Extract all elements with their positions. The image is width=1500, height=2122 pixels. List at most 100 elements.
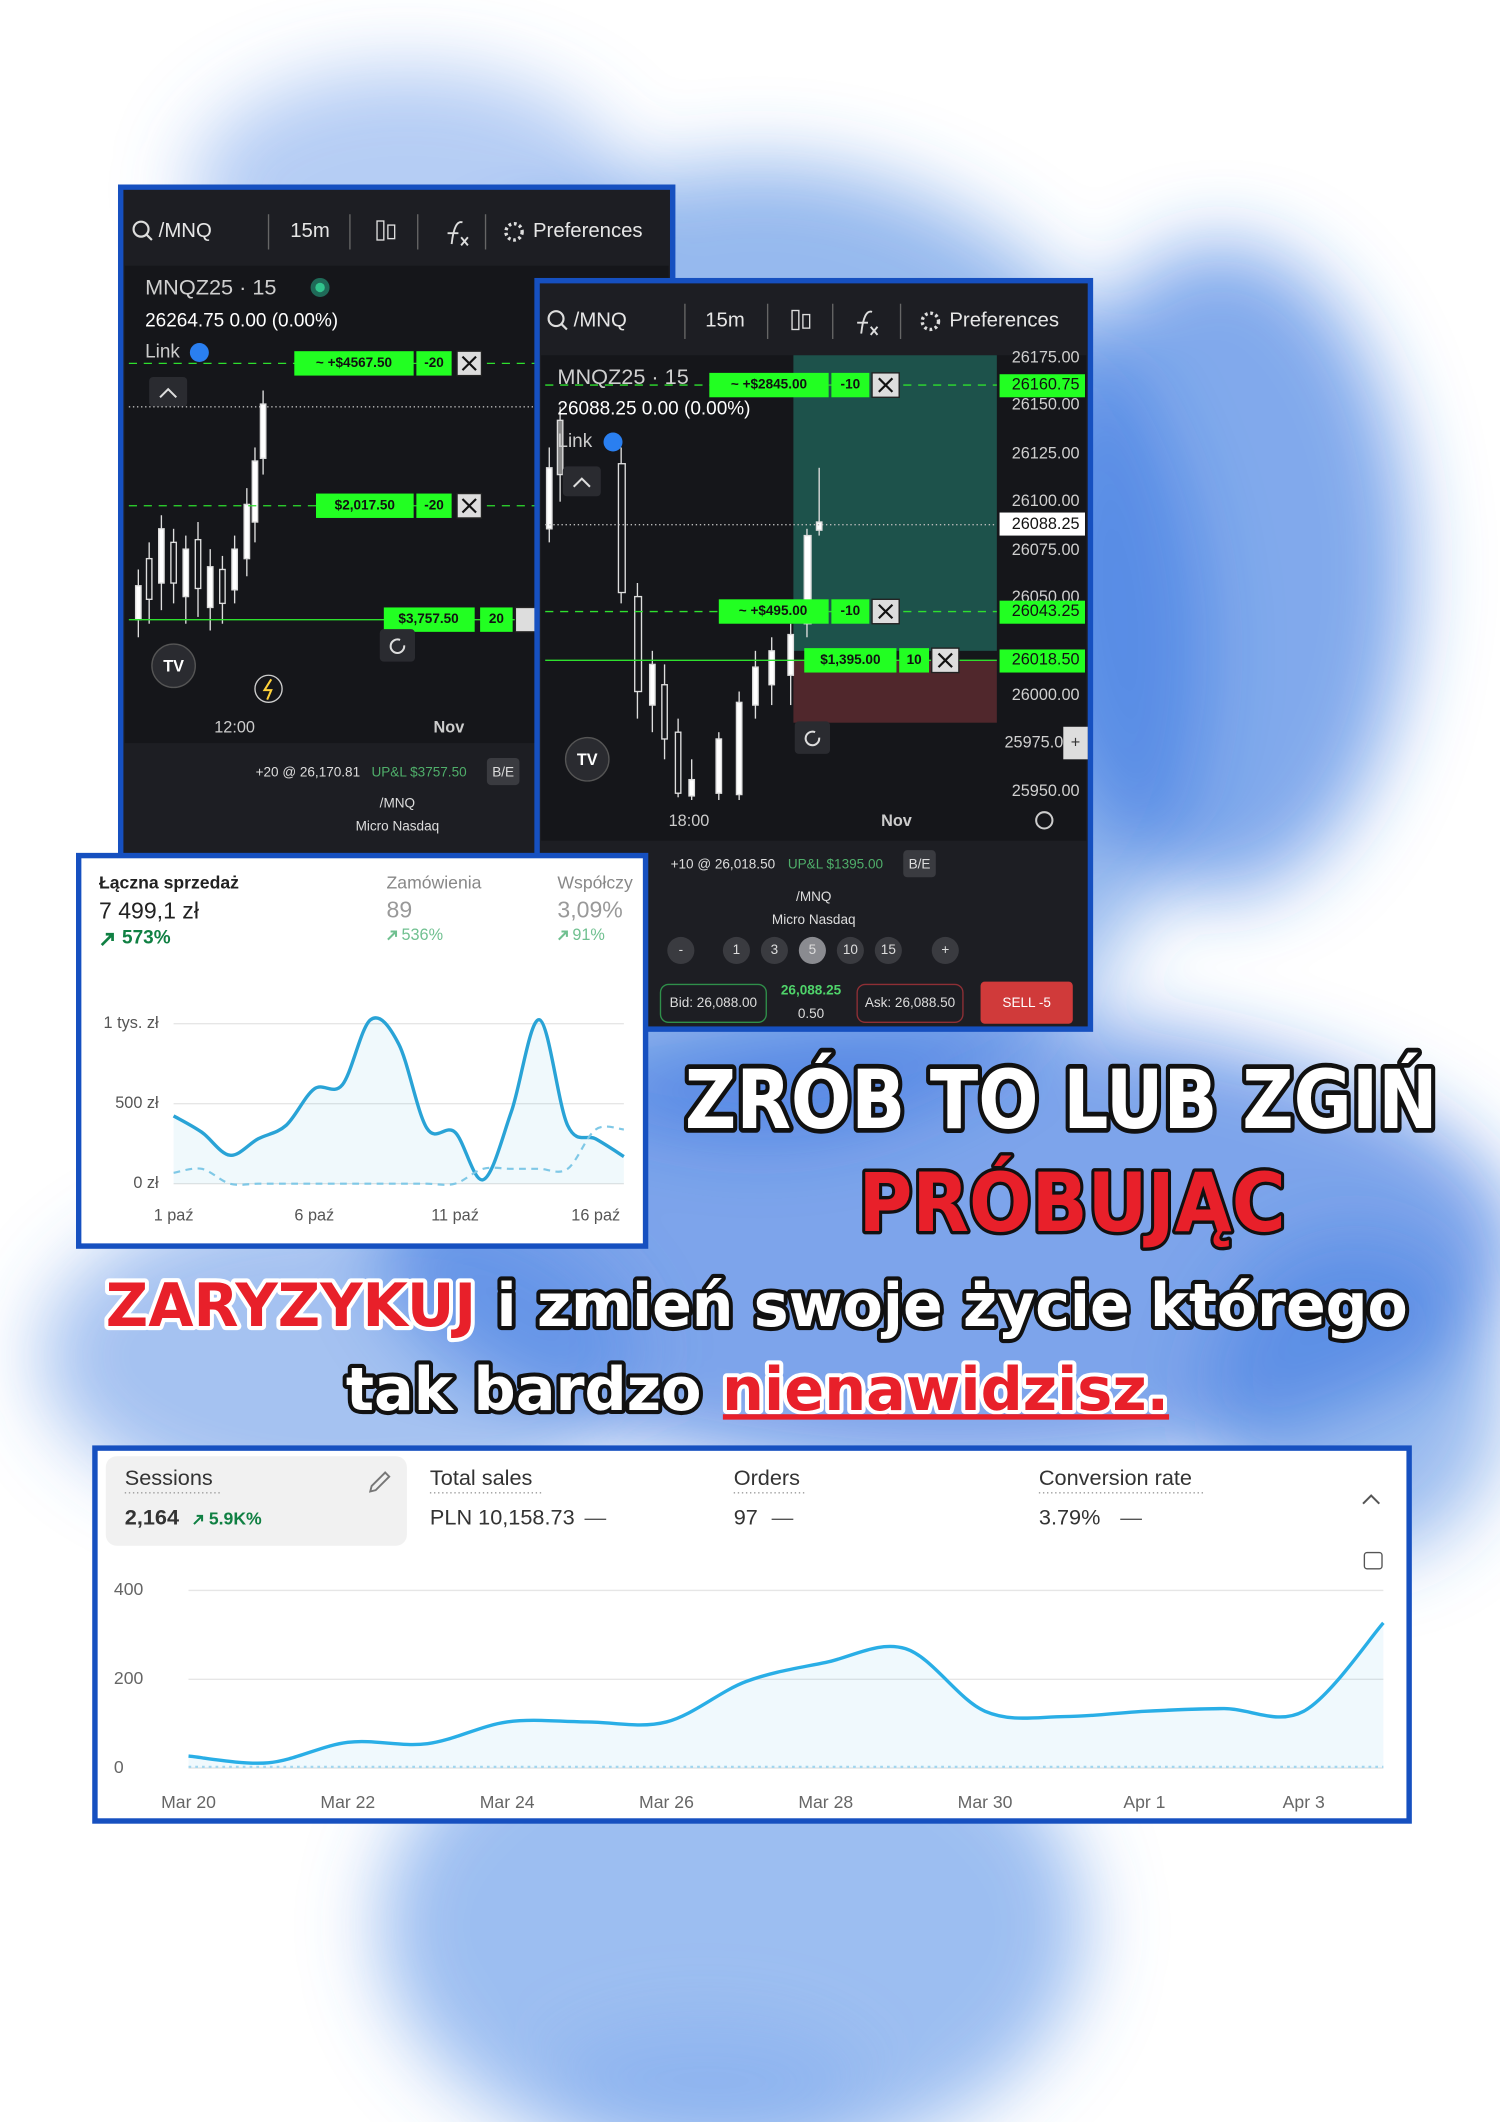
kpi-label: Współczy: [557, 873, 633, 893]
order-qty[interactable]: -10: [841, 377, 861, 392]
price-label: 26000.00: [1012, 686, 1080, 704]
ask[interactable]: Ask: 26,088.50: [865, 995, 955, 1010]
order-pnl[interactable]: ~ +$4567.50: [316, 355, 392, 370]
footer-symbol: /MNQ: [380, 796, 415, 811]
quantity-buttons: - 1 3 5 10 15 +: [667, 936, 959, 965]
series-line: [173, 1125, 624, 1186]
x-tick-label: Mar 20: [161, 1792, 216, 1812]
x-tick-label: Mar 24: [480, 1792, 535, 1812]
price-label: 26075.00: [1012, 541, 1080, 559]
kpi-change: —: [772, 1504, 794, 1529]
order-qty[interactable]: -20: [424, 355, 444, 370]
kpi-change: 573%: [122, 927, 171, 948]
link[interactable]: Link: [557, 431, 592, 452]
y-tick-label: 0: [114, 1757, 124, 1777]
y-tick-label: 400: [114, 1579, 144, 1599]
instrument: MNQZ25 · 15: [145, 275, 276, 300]
bid[interactable]: Bid: 26,088.00: [670, 995, 757, 1010]
order-qty[interactable]: -10: [841, 603, 861, 618]
x-tick-label: Nov: [881, 812, 912, 830]
logo: TV: [163, 657, 184, 675]
quantity-button[interactable]: -: [679, 942, 684, 957]
position: +10 @ 26,018.50: [671, 857, 776, 872]
underline: [722, 1414, 1170, 1420]
price-tag: 26018.50: [1012, 651, 1080, 669]
unrealized-pnl: UP&L $3757.50: [371, 764, 466, 779]
quantity-button[interactable]: 3: [771, 942, 779, 957]
kpi-change: 5.9K%: [209, 1509, 262, 1529]
order-pnl[interactable]: ~ +$495.00: [739, 603, 808, 618]
order-pnl[interactable]: ~ +$2845.00: [731, 377, 807, 392]
interval[interactable]: 15m: [705, 310, 745, 332]
spread: 0.50: [798, 1006, 824, 1021]
kpi-value: 97: [734, 1504, 758, 1529]
price-label: 25975.0: [1004, 733, 1063, 751]
x-tick-label: 18:00: [669, 812, 710, 830]
preferences[interactable]: Preferences: [533, 220, 643, 242]
link[interactable]: Link: [145, 342, 180, 363]
price-label: 26175.00: [1012, 348, 1080, 366]
x-tick-label: Mar 22: [320, 1792, 375, 1812]
x-tick-label: Apr 1: [1123, 1792, 1165, 1812]
symbol[interactable]: /MNQ: [159, 220, 212, 242]
y-tick-label: 200: [114, 1668, 144, 1688]
kpi-label[interactable]: Sessions: [125, 1465, 213, 1490]
quantity-button[interactable]: 10: [843, 942, 858, 957]
price-label: 26125.00: [1012, 445, 1080, 463]
interval[interactable]: 15m: [290, 220, 330, 242]
preferences[interactable]: Preferences: [949, 310, 1059, 332]
x-tick-label: Nov: [434, 718, 465, 736]
price-tag: 26088.25: [1012, 515, 1080, 533]
kpi-value: PLN 10,158.73: [430, 1504, 575, 1529]
x-tick-label: Apr 3: [1283, 1792, 1325, 1812]
series-line: [172, 1016, 625, 1182]
headline-line: ZRÓB TO LUB ZGIŃ: [685, 1051, 1438, 1148]
logo: TV: [577, 751, 598, 769]
price-label: 26150.00: [1012, 396, 1080, 414]
kpi-label: Zamówienia: [387, 873, 482, 893]
chart-options[interactable]: [1363, 1551, 1383, 1570]
breakeven-button[interactable]: B/E: [909, 857, 931, 872]
unrealized-pnl: UP&L $1395.00: [788, 857, 883, 872]
kpi-label[interactable]: Conversion rate: [1039, 1465, 1192, 1490]
price-label: 26100.00: [1012, 492, 1080, 510]
headline: ZRÓB TO LUB ZGIŃ PRÓBUJĄC ZARYZYKUJ i zm…: [102, 1046, 1443, 1429]
order-pnl[interactable]: $3,757.50: [398, 611, 458, 626]
footer-name: Micro Nasdaq: [356, 819, 440, 834]
x-tick-label: Mar 30: [958, 1792, 1013, 1812]
quote: 26264.75 0.00 (0.00%): [145, 310, 338, 331]
price-tag: 26160.75: [1012, 375, 1080, 393]
series-line: [188, 1621, 1385, 1765]
quantity-button[interactable]: 5: [809, 942, 817, 957]
candles: [134, 390, 267, 638]
kpi-label[interactable]: Total sales: [430, 1465, 533, 1490]
symbol[interactable]: /MNQ: [574, 310, 627, 332]
last-price: 26,088.25: [781, 983, 842, 998]
sell-button[interactable]: SELL -5: [1002, 995, 1050, 1010]
add-button[interactable]: +: [1071, 733, 1081, 751]
x-tick-label: 1 paź: [154, 1207, 194, 1225]
price-tag: 26043.25: [1012, 602, 1080, 620]
candles: [545, 406, 823, 800]
order-qty[interactable]: -20: [424, 497, 444, 512]
order-pnl[interactable]: $2,017.50: [335, 497, 395, 512]
area: [173, 1017, 624, 1184]
order-pnl[interactable]: $1,395.00: [820, 652, 880, 667]
order-qty[interactable]: 10: [907, 652, 922, 667]
quantity-button[interactable]: 15: [881, 942, 896, 957]
breakeven-button[interactable]: B/E: [492, 764, 514, 779]
collapse-button[interactable]: [1362, 1494, 1381, 1505]
y-tick-label: 500 zł: [115, 1094, 159, 1112]
order-qty[interactable]: 20: [489, 611, 504, 626]
price-label: 25950.00: [1012, 782, 1080, 800]
kpi-label[interactable]: Orders: [734, 1465, 800, 1490]
quantity-button[interactable]: +: [941, 942, 949, 957]
quantity-button[interactable]: 1: [733, 942, 741, 957]
kpi-change: 91%: [572, 926, 605, 944]
x-tick-label: 6 paź: [294, 1207, 334, 1225]
kpi-change: —: [1120, 1504, 1142, 1529]
headline-line: PRÓBUJĄC: [858, 1154, 1285, 1251]
kpi-label: Łączna sprzedaż: [99, 873, 239, 893]
